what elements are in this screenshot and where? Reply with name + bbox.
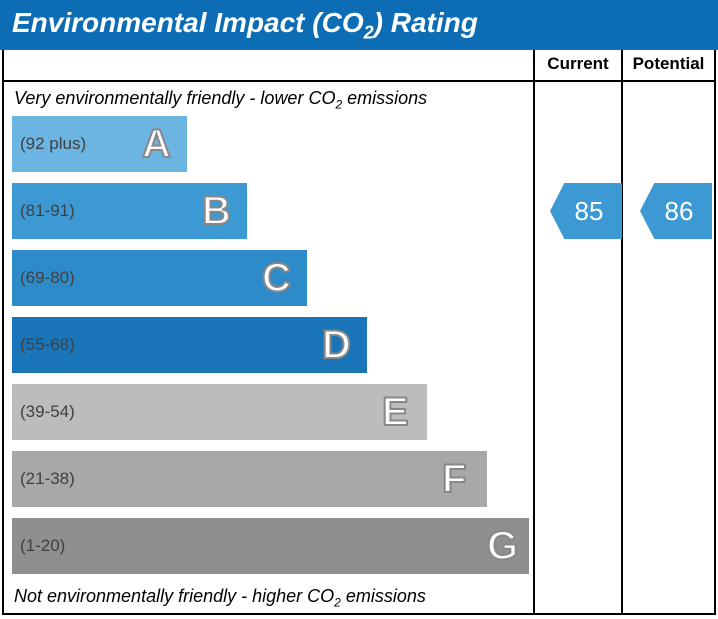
- rating-bar-g: (1-20) G: [12, 518, 529, 574]
- column-current-label: Current: [535, 54, 621, 74]
- caption-bottom: Not environmentally friendly - higher CO…: [14, 586, 426, 610]
- chart-body: Current Potential Very environmentally f…: [2, 50, 716, 615]
- rating-letter-f: F: [442, 457, 466, 502]
- column-potential: Potential: [623, 50, 714, 613]
- rating-bar-f: (21-38) F: [12, 451, 487, 507]
- rating-bar-a: (92 plus) A: [12, 116, 187, 172]
- rating-range-g: (1-20): [20, 536, 65, 556]
- marker-current: 85: [550, 183, 622, 239]
- rating-letter-e: E: [382, 390, 409, 435]
- marker-potential-value: 86: [665, 196, 694, 227]
- column-potential-label: Potential: [623, 54, 714, 74]
- rating-bars: (92 plus) A (81-91) B (69-80) C (55-68) D (39-54…: [12, 116, 529, 585]
- rating-letter-a: A: [142, 122, 171, 167]
- rating-range-d: (55-68): [20, 335, 75, 355]
- rating-bar-e: (39-54) E: [12, 384, 427, 440]
- title-text-pre: Environmental Impact (CO: [12, 7, 364, 38]
- rating-letter-c: C: [262, 256, 291, 301]
- rating-range-f: (21-38): [20, 469, 75, 489]
- rating-bar-b: (81-91) B: [12, 183, 247, 239]
- rating-letter-d: D: [322, 323, 351, 368]
- rating-bar-d: (55-68) D: [12, 317, 367, 373]
- title-text-post: ) Rating: [374, 7, 478, 38]
- marker-current-value: 85: [575, 196, 604, 227]
- chart-title: Environmental Impact (CO2) Rating: [0, 0, 718, 50]
- rating-range-a: (92 plus): [20, 134, 86, 154]
- rating-letter-g: G: [487, 524, 518, 569]
- rating-range-e: (39-54): [20, 402, 75, 422]
- column-current: Current: [533, 50, 623, 613]
- epc-rating-chart: Environmental Impact (CO2) Rating Curren…: [0, 0, 718, 619]
- rating-bar-c: (69-80) C: [12, 250, 307, 306]
- rating-range-b: (81-91): [20, 201, 75, 221]
- title-sub: 2: [364, 22, 374, 42]
- rating-letter-b: B: [202, 189, 231, 234]
- rating-range-c: (69-80): [20, 268, 75, 288]
- marker-potential: 86: [640, 183, 712, 239]
- caption-top: Very environmentally friendly - lower CO…: [14, 88, 427, 112]
